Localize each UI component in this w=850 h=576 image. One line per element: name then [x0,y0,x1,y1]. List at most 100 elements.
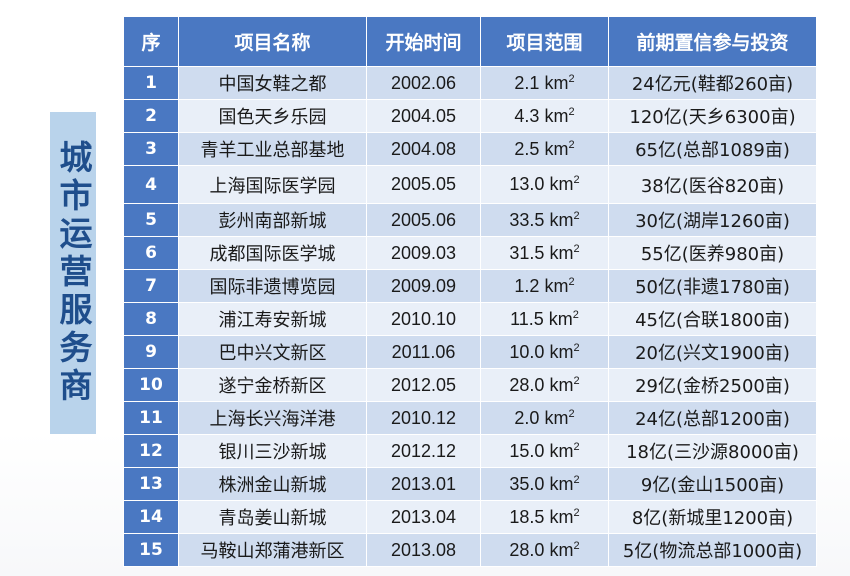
row-number: 1 [123,66,179,100]
project-area: 28.0 km2 [480,368,609,402]
project-name: 中国女鞋之都 [178,66,367,100]
row-number: 10 [123,368,179,402]
project-name: 青羊工业总部基地 [178,132,367,166]
area-unit: km [544,72,569,93]
project-name: 马鞍山郑蒲港新区 [178,533,367,567]
project-name: 上海长兴海洋港 [178,401,367,435]
project-name: 遂宁金桥新区 [178,368,367,402]
project-name: 国际非遗博览园 [178,269,367,303]
investment: 120亿(天乡6300亩) [608,99,817,133]
project-name: 彭州南部新城 [178,203,367,237]
area-unit: km [549,473,574,494]
area-value: 35.0 [509,473,545,494]
area-unit: km [549,242,574,263]
side-title-text: 城市运营服务商 [54,140,93,406]
project-area: 13.0 km2 [480,165,609,204]
area-unit: km [548,308,573,329]
project-area: 1.2 km2 [480,269,609,303]
table-row: 11 上海长兴海洋港 2010.12 2.0 km2 24亿(总部1200亩) [123,401,817,435]
investment: 65亿(总部1089亩) [608,132,817,166]
row-number: 13 [123,467,179,501]
area-value: 1.2 [514,275,540,296]
area-value: 10.0 [509,341,545,362]
project-area: 2.0 km2 [480,401,609,435]
investment: 8亿(新城里1200亩) [608,500,817,534]
area-unit-exponent: 2 [573,374,580,387]
area-unit: km [549,440,574,461]
table-row: 2 国色天乡乐园 2004.05 4.3 km2 120亿(天乡6300亩) [123,99,817,133]
side-title-banner: 城市运营服务商 [50,112,96,434]
row-number: 8 [123,302,179,336]
investment: 30亿(湖岸1260亩) [608,203,817,237]
area-unit-exponent: 2 [568,105,575,118]
area-value: 18.5 [509,506,545,527]
row-number: 2 [123,99,179,133]
investment: 55亿(医养980亩) [608,236,817,270]
area-unit-exponent: 2 [568,72,575,85]
project-name: 巴中兴文新区 [178,335,367,369]
area-unit: km [549,174,574,194]
table-row: 10 遂宁金桥新区 2012.05 28.0 km2 29亿(金桥2500亩) [123,368,817,402]
area-value: 31.5 [509,242,545,263]
table-header-row: 序 项目名称 开始时间 项目范围 前期置信参与投资 [123,16,817,67]
investment: 20亿(兴文1900亩) [608,335,817,369]
area-unit-exponent: 2 [568,138,575,151]
start-date: 2013.01 [366,467,481,501]
header-area: 项目范围 [480,16,609,67]
start-date: 2002.06 [366,66,481,100]
area-unit: km [544,275,569,296]
project-area: 35.0 km2 [480,467,609,501]
area-unit-exponent: 2 [568,407,575,420]
start-date: 2005.06 [366,203,481,237]
investment: 9亿(金山1500亩) [608,467,817,501]
table-row: 5 彭州南部新城 2005.06 33.5 km2 30亿(湖岸1260亩) [123,203,817,237]
project-name: 青岛姜山新城 [178,500,367,534]
header-investment: 前期置信参与投资 [608,16,817,67]
table-row: 13 株洲金山新城 2013.01 35.0 km2 9亿(金山1500亩) [123,467,817,501]
investment: 18亿(三沙源8000亩) [608,434,817,468]
area-unit-exponent: 2 [568,275,575,288]
investment: 45亿(合联1800亩) [608,302,817,336]
area-unit: km [549,374,574,395]
start-date: 2013.08 [366,533,481,567]
start-date: 2009.09 [366,269,481,303]
area-unit: km [544,105,569,126]
area-unit-exponent: 2 [573,473,580,486]
area-unit-exponent: 2 [573,539,580,552]
investment: 29亿(金桥2500亩) [608,368,817,402]
area-value: 13.0 [509,174,545,194]
table-row: 4 上海国际医学园 2005.05 13.0 km2 38亿(医谷820亩) [123,165,817,204]
row-number: 11 [123,401,179,435]
table-row: 6 成都国际医学城 2009.03 31.5 km2 55亿(医养980亩) [123,236,817,270]
table-row: 3 青羊工业总部基地 2004.08 2.5 km2 65亿(总部1089亩) [123,132,817,166]
project-area: 2.1 km2 [480,66,609,100]
start-date: 2012.12 [366,434,481,468]
table-row: 12 银川三沙新城 2012.12 15.0 km2 18亿(三沙源8000亩) [123,434,817,468]
row-number: 4 [123,165,179,204]
project-area: 33.5 km2 [480,203,609,237]
area-unit-exponent: 2 [573,506,580,519]
area-unit-exponent: 2 [572,308,579,321]
start-date: 2013.04 [366,500,481,534]
project-name: 浦江寿安新城 [178,302,367,336]
row-number: 3 [123,132,179,166]
start-date: 2004.08 [366,132,481,166]
project-area: 11.5 km2 [480,302,609,336]
start-date: 2011.06 [366,335,481,369]
area-value: 28.0 [509,539,545,560]
row-number: 7 [123,269,179,303]
area-unit-exponent: 2 [573,440,580,453]
start-date: 2005.05 [366,165,481,204]
investment: 24亿元(鞋都260亩) [608,66,817,100]
projects-table: 序 项目名称 开始时间 项目范围 前期置信参与投资 1 中国女鞋之都 2002.06… [123,16,817,567]
start-date: 2010.12 [366,401,481,435]
area-unit: km [544,138,569,159]
project-area: 28.0 km2 [480,533,609,567]
project-area: 10.0 km2 [480,335,609,369]
table-row: 9 巴中兴文新区 2011.06 10.0 km2 20亿(兴文1900亩) [123,335,817,369]
area-value: 2.0 [514,407,540,428]
table-row: 7 国际非遗博览园 2009.09 1.2 km2 50亿(非遗1780亩) [123,269,817,303]
area-unit-exponent: 2 [573,209,580,222]
area-value: 2.1 [514,72,540,93]
area-unit: km [544,407,569,428]
